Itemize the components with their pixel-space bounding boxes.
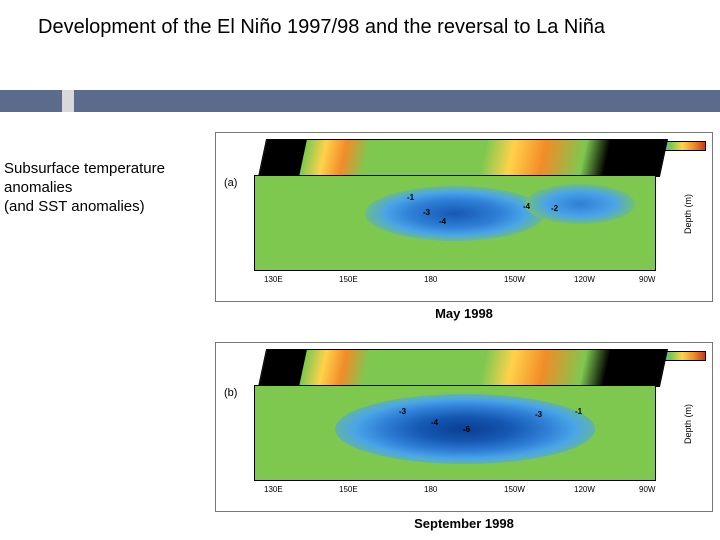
- accent-seg-3: [74, 90, 720, 112]
- contour-label: -4: [523, 202, 530, 211]
- sst-surface-b: [258, 349, 668, 387]
- panel-b-date: September 1998: [216, 516, 712, 531]
- xtick: 180: [424, 275, 437, 284]
- figure: (a) -1 -3 -4 -4 -2 -50 -100 -15: [215, 132, 713, 522]
- xtick: 130E: [264, 275, 283, 284]
- contour-label: -2: [551, 204, 558, 213]
- panel-b-tag: (b): [224, 387, 237, 399]
- panel-a-tag: (a): [224, 177, 237, 189]
- cold-anomaly-a-2: [525, 184, 635, 224]
- xtick: 180: [424, 485, 437, 494]
- land-west-b: [259, 350, 307, 386]
- panel-b: (b) -3 -4 -6 -3 -1 -50 -100 -150 -200: [215, 342, 713, 512]
- plot3d-a: -1 -3 -4 -4 -2 -50 -100 -150 -200 -250 -…: [254, 139, 672, 279]
- depth-label-b: Depth (m): [683, 404, 693, 444]
- contour-label: -4: [439, 217, 446, 226]
- depth-section-b: -3 -4 -6 -3 -1 -50 -100 -150 -200 -250 -…: [254, 385, 656, 481]
- xtick: 120W: [574, 485, 595, 494]
- xtick: 150W: [504, 485, 525, 494]
- xtick: 150E: [339, 485, 358, 494]
- xtick: 130E: [264, 485, 283, 494]
- xtick: 120W: [574, 275, 595, 284]
- contour-label: -1: [407, 193, 414, 202]
- land-west-a: [259, 140, 307, 176]
- contour-label: -3: [399, 407, 406, 416]
- side-line-2: (and SST anomalies): [4, 198, 209, 217]
- xtick: 150E: [339, 275, 358, 284]
- panel-a: (a) -1 -3 -4 -4 -2 -50 -100 -15: [215, 132, 713, 302]
- contour-label: -3: [423, 208, 430, 217]
- slide-title: Development of the El Niño 1997/98 and t…: [38, 14, 638, 40]
- land-east-a: [619, 140, 667, 176]
- accent-seg-2: [62, 90, 74, 112]
- contour-label: -6: [463, 425, 470, 434]
- land-east-b: [619, 350, 667, 386]
- accent-bar: [0, 90, 720, 112]
- depth-label-a: Depth (m): [683, 194, 693, 234]
- xtick: 90W: [639, 275, 655, 284]
- contour-label: -3: [535, 410, 542, 419]
- depth-section-a: -1 -3 -4 -4 -2 -50 -100 -150 -200 -250 -…: [254, 175, 656, 271]
- sst-surface-a: [258, 139, 668, 177]
- side-annotation: Subsurface temperature anomalies (and SS…: [4, 160, 209, 216]
- panel-a-date: May 1998: [216, 306, 712, 321]
- plot3d-b: -3 -4 -6 -3 -1 -50 -100 -150 -200 -250 -…: [254, 349, 672, 489]
- side-line-1: Subsurface temperature anomalies: [4, 160, 209, 198]
- xtick: 150W: [504, 275, 525, 284]
- contour-label: -1: [575, 407, 582, 416]
- cold-anomaly-a-1: [365, 186, 545, 241]
- xtick: 90W: [639, 485, 655, 494]
- contour-label: -4: [431, 418, 438, 427]
- accent-seg-1: [0, 90, 62, 112]
- slide: Development of the El Niño 1997/98 and t…: [0, 0, 720, 540]
